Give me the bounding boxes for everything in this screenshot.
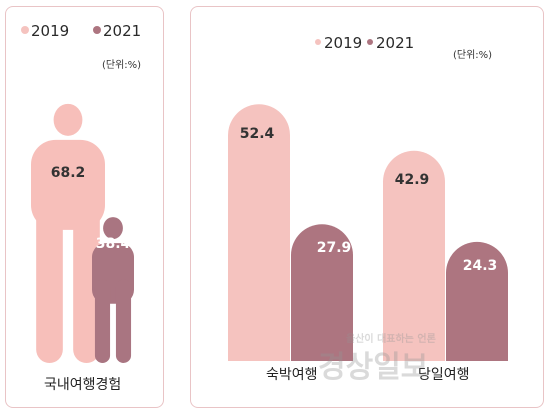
legend-dot-2019-right [315, 39, 321, 45]
bar-숙박여행-2019 [228, 104, 290, 362]
right-unit-label: (단위:%) [453, 50, 493, 61]
bar-당일여행-2019 [383, 150, 445, 361]
value-label-숙박-2019: 52.4 [239, 126, 275, 142]
figure-head-2019 [53, 103, 83, 136]
left-unit-label: (단위:%) [102, 60, 142, 71]
figure-leg-left-2021 [94, 279, 111, 363]
bar-당일여행-2021 [446, 241, 508, 361]
category-label-숙박여행: 숙박여행 [266, 367, 318, 383]
left-legend-2019-label: 2019 [31, 22, 70, 40]
value-label-숙박-2021: 27.9 [316, 240, 352, 256]
value-label-국내-2021: 38.4 [95, 236, 131, 252]
category-label-당일여행: 당일여행 [418, 367, 470, 383]
bar-숙박여행-2021 [291, 224, 353, 361]
value-label-국내-2019: 68.2 [50, 165, 86, 181]
value-label-당일-2019: 42.9 [394, 172, 430, 188]
watermark-logo: 경상일보 [318, 350, 429, 385]
left-category-label: 국내여행경험 [44, 377, 122, 393]
legend-dot-2021-right [367, 39, 373, 45]
watermark-small: 울산이 대표하는 언론 [346, 334, 436, 345]
figure-leg-right-2021 [115, 279, 132, 363]
right-legend-2021-label: 2021 [376, 34, 415, 52]
legend-dot-2021 [93, 26, 101, 34]
figure-head-2021 [103, 217, 123, 240]
legend-dot-2019 [21, 26, 29, 34]
value-label-당일-2021: 24.3 [462, 258, 498, 274]
right-legend-2019-label: 2019 [324, 34, 363, 52]
figure-leg-left-2019 [36, 193, 63, 363]
figure-leg-right-2019 [73, 193, 100, 363]
left-legend-2021-label: 2021 [103, 22, 142, 40]
